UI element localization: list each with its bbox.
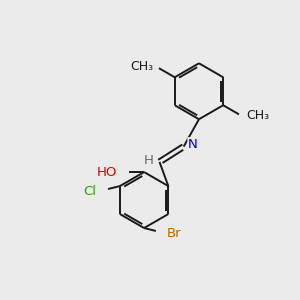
Text: H: H xyxy=(143,154,153,167)
Text: CH₃: CH₃ xyxy=(130,60,153,73)
Text: N: N xyxy=(188,138,198,151)
Text: HO: HO xyxy=(96,166,117,178)
Text: Br: Br xyxy=(167,227,182,240)
Text: Cl: Cl xyxy=(83,185,96,198)
Text: CH₃: CH₃ xyxy=(246,109,269,122)
